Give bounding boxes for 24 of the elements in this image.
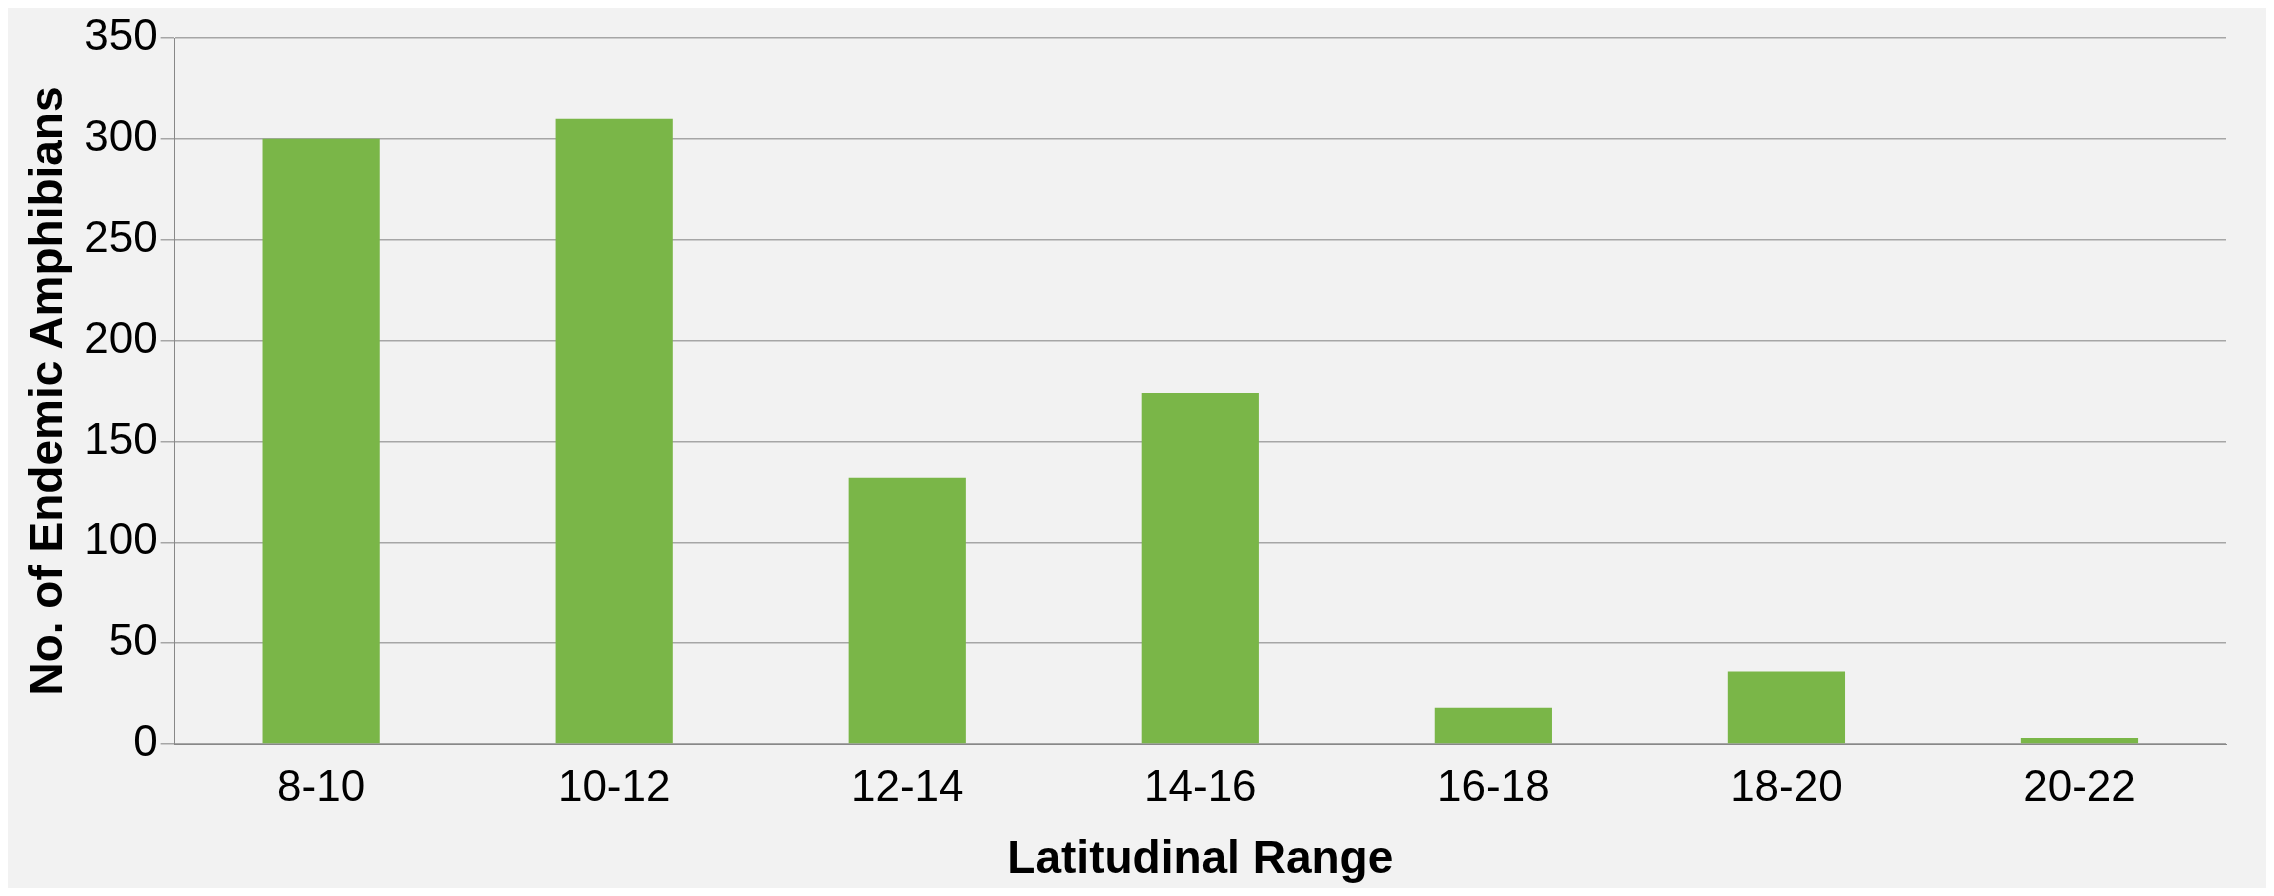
y-tick-label: 0	[133, 716, 158, 766]
x-tick-label: 16-18	[1437, 760, 1550, 810]
y-axis-title: No. of Endemic Amphibians	[20, 86, 73, 696]
x-tick-label: 18-20	[1730, 760, 1843, 810]
y-tick-label: 150	[84, 413, 158, 463]
x-tick-label: 8-10	[277, 760, 366, 810]
x-axis-title: Latitudinal Range	[1007, 831, 1394, 884]
bar	[1434, 707, 1552, 744]
x-tick-label: 12-14	[850, 760, 964, 810]
bar	[555, 118, 673, 744]
y-tick-label: 300	[84, 111, 158, 160]
bar	[1727, 671, 1846, 744]
y-tick-label: 350	[84, 10, 158, 60]
y-tick-label: 250	[84, 211, 158, 261]
y-tick-label: 200	[84, 312, 158, 362]
bar	[848, 477, 966, 744]
x-tick-label: 10-12	[557, 760, 671, 810]
bar	[1141, 393, 1259, 744]
y-tick-label: 50	[108, 615, 158, 665]
bar	[2020, 737, 2139, 744]
y-tick-label: 100	[84, 514, 158, 564]
x-tick-label: 20-22	[2023, 760, 2136, 810]
bar	[262, 138, 380, 744]
x-tick-label: 14-16	[1144, 760, 1257, 810]
